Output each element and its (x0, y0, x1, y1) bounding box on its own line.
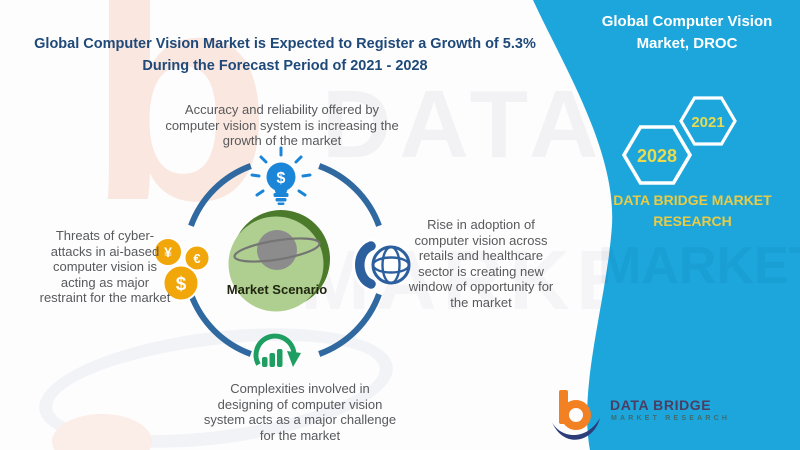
driver-text: Accuracy and reliability offered by comp… (165, 102, 399, 149)
center-circle (228, 210, 330, 312)
panel-title-line2: Market, DROC (636, 35, 738, 52)
center-label: Market Scenario (226, 282, 328, 297)
brand-name-text: DATA BRIDGE MARKET RESEARCH (613, 192, 772, 229)
challenge-text: Complexities involved in designing of co… (203, 381, 397, 443)
globe-phone-icon (352, 238, 411, 292)
orbit-arcs (188, 163, 382, 357)
hexagon-2021-label: 2021 (691, 114, 724, 131)
market-scenario-diagram: $ € ¥ $ (153, 146, 411, 367)
opportunity-text: Rise in adoption of computer vision acro… (408, 217, 554, 310)
dollar-coin-symbol: $ (176, 274, 187, 295)
coins-icon: € ¥ $ (153, 237, 211, 302)
page-title-line2: During the Forecast Period of 2021 - 202… (142, 58, 428, 74)
panel-watermark: MARKET RESEARCH (598, 237, 800, 295)
yen-coin-symbol: ¥ (164, 244, 172, 260)
logo-subtitle: MARKET RESEARCH (611, 415, 731, 422)
logo-name: DATA BRIDGE (610, 397, 712, 413)
restraint-text: Threats of cyber-attacks in ai-based com… (39, 228, 171, 306)
hexagon-2028: 2028 (621, 125, 693, 185)
planet-icon (233, 230, 321, 270)
page-title-line1: Global Computer Vision Market is Expecte… (34, 36, 536, 52)
bulb-dollar-symbol: $ (277, 170, 286, 187)
hexagon-2028-label: 2028 (637, 146, 677, 166)
hexagon-2021: 2021 (679, 96, 737, 146)
bulb-idea-icon: $ (250, 146, 312, 205)
databridge-logo-icon (552, 390, 600, 440)
growth-chart-icon (253, 333, 301, 367)
euro-coin-symbol: € (193, 251, 200, 266)
panel-title-line1: Global Computer Vision (601, 13, 773, 30)
forecast-hexagons: 2021 2028 (621, 96, 737, 185)
